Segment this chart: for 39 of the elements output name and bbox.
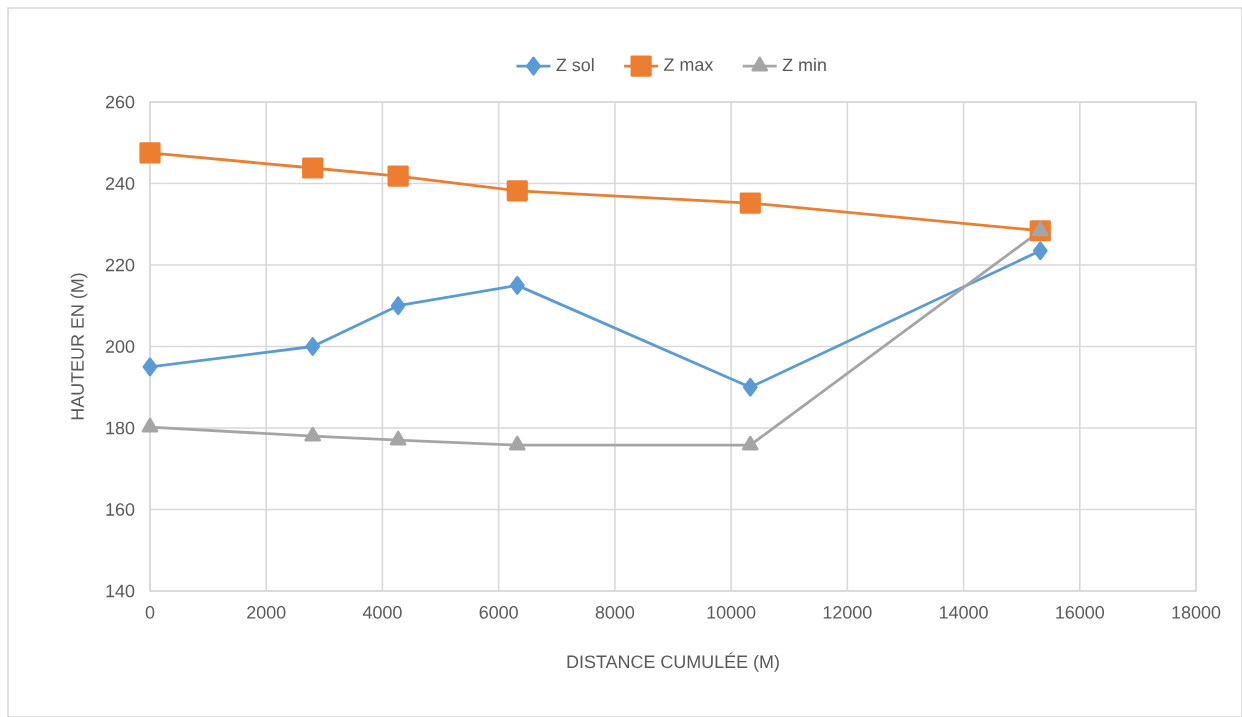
point [741, 435, 759, 451]
x-tick-label: 6000 [479, 606, 518, 619]
point [387, 165, 409, 187]
x-tick-label: 16000 [1056, 606, 1105, 619]
legend-label: Z sol [556, 58, 594, 72]
x-tick-label: 8000 [595, 606, 635, 619]
y-tick-label: 200 [105, 340, 135, 353]
point [390, 296, 406, 316]
y-tick-label: 260 [105, 95, 135, 109]
point [506, 180, 528, 202]
point [141, 417, 159, 433]
x-tick-label: 14000 [940, 606, 988, 619]
point [1032, 241, 1048, 261]
y-tick-label: 140 [106, 584, 135, 598]
point [139, 142, 161, 164]
x-tick-label: 10000 [707, 606, 756, 619]
point [508, 435, 526, 451]
point [304, 426, 322, 442]
legend-label: Z max [664, 58, 714, 71]
point [742, 377, 758, 397]
point [739, 192, 761, 214]
y-tick-label: 220 [105, 258, 135, 272]
point [305, 337, 321, 356]
y-axis-title: HAUTEUR EN (M) [70, 273, 88, 420]
point [302, 157, 324, 179]
x-tick-label: 12000 [823, 606, 872, 619]
legend-label: Z min [782, 58, 826, 72]
point [142, 357, 158, 377]
point [389, 430, 407, 446]
x-tick-label: 2000 [247, 606, 286, 619]
y-tick-label: 160 [106, 503, 135, 516]
x-tick-label: 4000 [362, 606, 402, 619]
x-tick-label: 18000 [1172, 606, 1221, 619]
x-tick-label: 0 [145, 606, 155, 619]
point [509, 275, 525, 295]
x-axis-title: DISTANCE CUMULÉE (M) [567, 652, 779, 672]
y-tick-label: 240 [105, 177, 135, 190]
y-tick-label: 180 [106, 421, 135, 435]
point [1031, 221, 1049, 237]
